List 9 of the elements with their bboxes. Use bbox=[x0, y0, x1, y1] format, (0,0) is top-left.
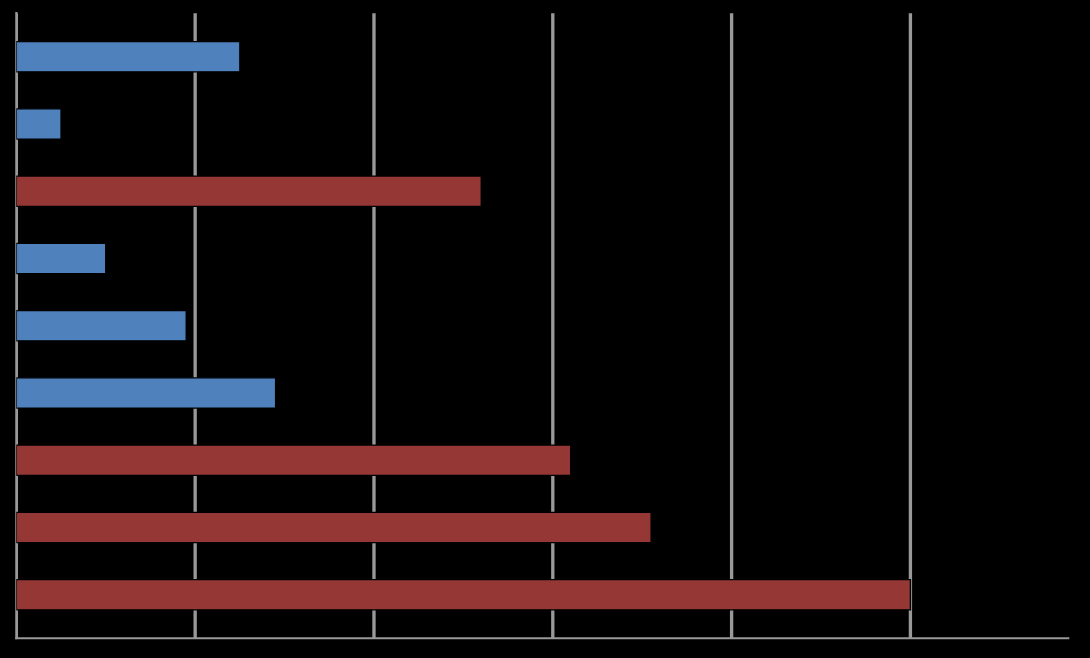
bar bbox=[16, 511, 652, 544]
bar bbox=[16, 444, 572, 477]
bar bbox=[16, 377, 277, 409]
bar bbox=[16, 242, 107, 275]
bar bbox=[16, 175, 482, 208]
bar bbox=[16, 309, 187, 342]
bar bbox=[16, 40, 241, 73]
bar bbox=[16, 108, 62, 140]
bar bbox=[16, 578, 912, 611]
